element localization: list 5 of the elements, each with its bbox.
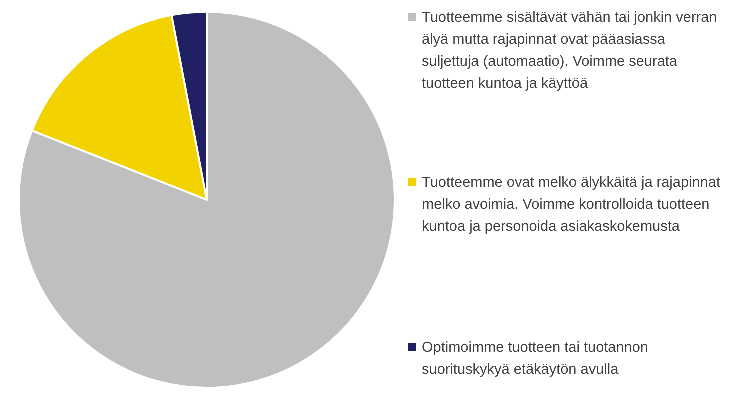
pie-slice xyxy=(18,11,396,389)
legend-label: Tuotteemme sisältävät vähän tai jonkin verran älyä mutta rajapinnat ovat pääasiassa suljettuja (automaatio). Voimme seurata tuotteen kuntoa ja käyttöä xyxy=(422,10,718,92)
legend-label: Optimoimme tuotteen tai tuotannon suorituskykyä etäkäytön avulla xyxy=(422,340,648,378)
legend-label: Tuotteemme ovat melko älykkäitä ja rajapinnat melko avoimia. Voimme kontrolloida tuotteen kuntoa ja personoida asiakaskokemusta xyxy=(422,174,720,235)
pie-slice xyxy=(31,14,208,201)
